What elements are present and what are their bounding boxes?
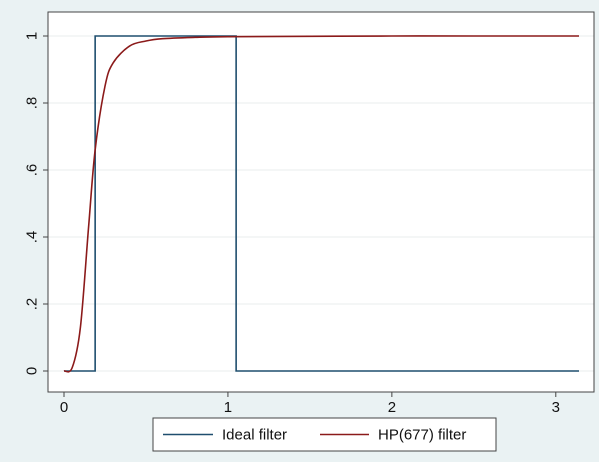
x-tick-label: 0 <box>60 399 68 416</box>
x-tick-label: 1 <box>224 399 232 416</box>
series-lines <box>63 35 579 373</box>
y-tick-label: 1 <box>24 32 41 40</box>
x-tick-label: 2 <box>388 399 396 416</box>
y-tick-label: .6 <box>24 164 41 177</box>
legend-label: Ideal filter <box>222 427 287 444</box>
legend: Ideal filter HP(677) filter <box>152 417 497 452</box>
plot-area <box>48 12 594 392</box>
x-tick-label: 3 <box>552 399 560 416</box>
series-line-hp-filter <box>63 35 579 373</box>
y-tick-label: .2 <box>24 298 41 311</box>
y-tick-label: .4 <box>24 231 41 244</box>
plot-frame <box>47 11 595 393</box>
legend-label: HP(677) filter <box>378 427 466 444</box>
y-tick-label: 0 <box>24 367 41 375</box>
y-tick-label: .8 <box>24 97 41 110</box>
series-line-ideal-filter <box>64 35 579 372</box>
axes: 0 .2 .4 .6 .8 1 0 1 2 3 <box>24 11 595 416</box>
